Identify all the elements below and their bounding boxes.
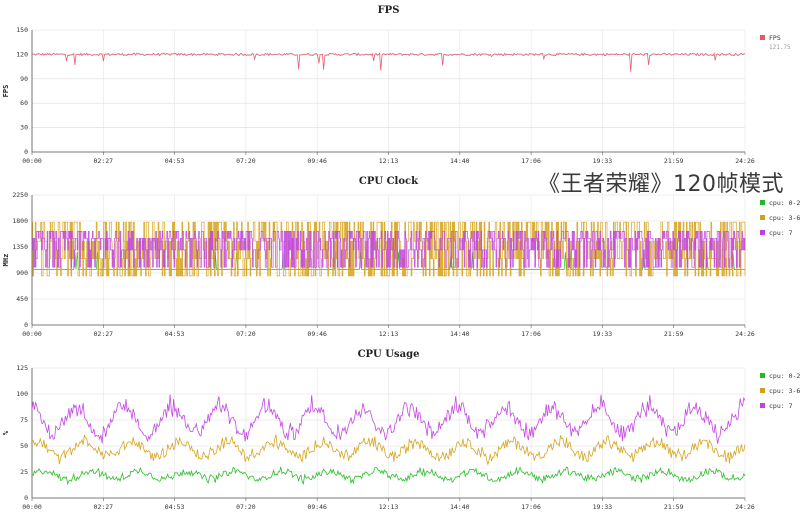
chart-cpu-usage: CPU Usage 0 25 50 75 100 125 00:00 02:27 04:53 07:… — [2, 349, 800, 511]
legend-label: cpu: 0-2 — [769, 199, 800, 207]
legend-label: cpu: 7 — [769, 229, 793, 237]
y-tick-label: 2250 — [12, 191, 28, 199]
x-tick-label: 24:26 — [735, 330, 755, 338]
y-axis-label: % — [2, 430, 10, 435]
legend-label: cpu: 7 — [769, 402, 793, 410]
x-tick-label: 14:40 — [450, 503, 470, 511]
y-tick-label: 60 — [20, 99, 28, 107]
y-tick-label: 900 — [16, 269, 28, 277]
x-tick-label: 02:27 — [94, 503, 114, 511]
y-tick-label: 30 — [20, 124, 28, 132]
legend-swatch — [760, 403, 765, 408]
series-line — [32, 231, 746, 268]
y-tick-label: 1350 — [12, 243, 28, 251]
x-tick-label: 21:59 — [664, 503, 684, 511]
x-tick-label: 09:46 — [307, 330, 327, 338]
legend-label: FPS — [769, 34, 781, 42]
y-tick-label: 0 — [24, 494, 28, 502]
x-tick-label: 19:33 — [593, 330, 613, 338]
legend-swatch — [760, 35, 765, 40]
overlay-caption: 《王者荣耀》120帧模式 — [538, 172, 784, 197]
y-axis-label: MHz — [2, 254, 10, 267]
legend-label: cpu: 3-6 — [769, 387, 800, 395]
x-tick-label: 07:20 — [236, 503, 256, 511]
x-tick-label: 17:06 — [521, 330, 541, 338]
x-tick-label: 19:33 — [593, 503, 613, 511]
x-tick-label: 04:53 — [165, 157, 185, 165]
y-tick-label: 0 — [24, 148, 28, 156]
x-tick-label: 09:46 — [307, 503, 327, 511]
x-tick-label: 14:40 — [450, 330, 470, 338]
y-axis-label: FPS — [2, 85, 10, 98]
chart-title: CPU Usage — [358, 349, 420, 360]
x-tick-label: 12:13 — [379, 503, 399, 511]
chart-fps: FPS 0 30 60 90 120 150 00:00 02:27 04:53 07:20 09:4… — [2, 5, 791, 165]
y-tick-label: 90 — [20, 75, 28, 83]
y-tick-label: 150 — [16, 26, 28, 34]
series-line — [31, 466, 746, 486]
series-line — [31, 52, 746, 72]
legend-swatch — [760, 373, 765, 378]
x-tick-label: 17:06 — [521, 503, 541, 511]
legend-swatch — [760, 230, 765, 235]
chart-title: CPU Clock — [359, 176, 419, 187]
legend-label: cpu: 3-6 — [769, 214, 800, 222]
x-tick-label: 02:27 — [94, 157, 114, 165]
x-tick-label: 17:06 — [521, 157, 541, 165]
y-tick-label: 125 — [16, 364, 28, 372]
x-tick-label: 19:33 — [593, 157, 613, 165]
x-tick-label: 00:00 — [22, 503, 42, 511]
x-tick-label: 04:53 — [165, 503, 185, 511]
y-tick-label: 100 — [16, 390, 28, 398]
x-tick-label: 12:13 — [379, 330, 399, 338]
legend-value: 121.75 — [769, 44, 791, 51]
y-tick-label: 120 — [16, 50, 28, 58]
x-tick-label: 14:40 — [450, 157, 470, 165]
x-tick-label: 02:27 — [94, 330, 114, 338]
series-line — [31, 394, 746, 444]
legend-swatch — [760, 388, 765, 393]
x-tick-label: 00:00 — [22, 157, 42, 165]
y-tick-label: 25 — [20, 468, 28, 476]
x-tick-label: 09:46 — [307, 157, 327, 165]
x-tick-label: 07:20 — [236, 157, 256, 165]
chart-cpu-clock: CPU Clock 0 450 900 1350 1800 2250 00:00 02:27 04… — [2, 176, 800, 338]
legend-swatch — [760, 200, 765, 205]
x-tick-label: 00:00 — [22, 330, 42, 338]
legend-swatch — [760, 215, 765, 220]
legend-label: cpu: 0-2 — [769, 372, 800, 380]
chart-title: FPS — [378, 5, 400, 16]
y-tick-label: 75 — [20, 416, 28, 424]
y-tick-label: 1800 — [12, 217, 28, 225]
y-tick-label: 0 — [24, 321, 28, 329]
series-line — [31, 434, 746, 466]
x-tick-label: 24:26 — [735, 503, 755, 511]
x-tick-label: 12:13 — [379, 157, 399, 165]
y-tick-label: 50 — [20, 442, 28, 450]
x-tick-label: 21:59 — [664, 157, 684, 165]
y-tick-label: 450 — [16, 295, 28, 303]
x-tick-label: 24:26 — [735, 157, 755, 165]
x-tick-label: 07:20 — [236, 330, 256, 338]
x-tick-label: 04:53 — [165, 330, 185, 338]
x-tick-label: 21:59 — [664, 330, 684, 338]
